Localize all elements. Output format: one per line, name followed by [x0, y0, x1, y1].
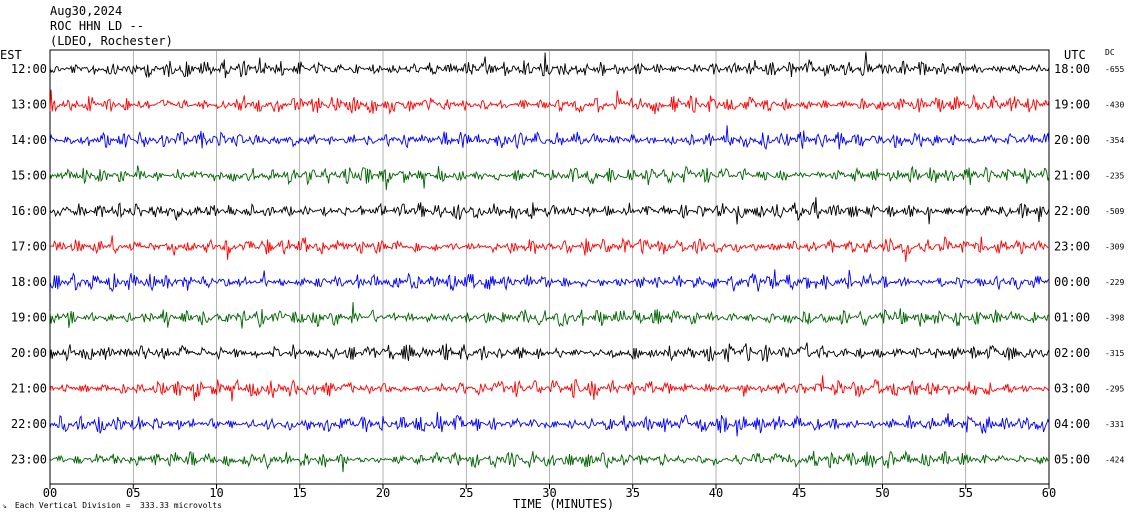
est-time-label: 16:00: [11, 204, 47, 218]
dc-offset-label: -354: [1105, 136, 1124, 145]
dc-offset-label: -315: [1105, 349, 1124, 358]
utc-time-label: 19:00: [1054, 98, 1090, 112]
seismogram-trace: [49, 197, 1050, 225]
est-time-label: 15:00: [11, 169, 47, 183]
date-label: Aug30,2024: [50, 4, 123, 18]
dc-offset-label: -309: [1105, 243, 1124, 252]
est-time-label: 19:00: [11, 311, 47, 325]
x-tick-label: 50: [875, 486, 889, 500]
x-tick-label: 30: [542, 486, 556, 500]
est-time-label: 12:00: [11, 62, 47, 76]
est-time-label: 22:00: [11, 417, 47, 431]
utc-time-label: 03:00: [1054, 382, 1090, 396]
left-timezone-label: EST: [0, 48, 22, 62]
dc-offset-label: -331: [1105, 420, 1124, 429]
x-tick-label: 35: [626, 486, 640, 500]
x-tick-label: 15: [293, 486, 307, 500]
x-tick-label: 55: [959, 486, 973, 500]
utc-time-label: 20:00: [1054, 133, 1090, 147]
seismogram-trace: [49, 89, 1050, 115]
location-label: (LDEO, Rochester): [50, 34, 173, 48]
utc-time-label: 01:00: [1054, 311, 1090, 325]
utc-time-label: 21:00: [1054, 169, 1090, 183]
seismogram-trace: [49, 165, 1050, 191]
x-tick-label: 45: [792, 486, 806, 500]
utc-time-label: 18:00: [1054, 62, 1090, 76]
est-time-label: 17:00: [11, 240, 47, 254]
x-tick-label: 05: [126, 486, 140, 500]
utc-time-label: 02:00: [1054, 346, 1090, 360]
seismogram-trace: [49, 235, 1050, 262]
utc-time-label: 22:00: [1054, 204, 1090, 218]
est-time-label: 14:00: [11, 133, 47, 147]
seismogram-trace: [49, 269, 1050, 293]
x-tick-label: 40: [709, 486, 723, 500]
x-tick-label: 60: [1042, 486, 1056, 500]
dc-offset-label: -295: [1105, 385, 1124, 394]
dc-header-label: DC: [1105, 48, 1115, 57]
dc-offset-label: -509: [1105, 207, 1124, 216]
dc-offset-label: -424: [1105, 456, 1124, 465]
seismogram-trace: [49, 450, 1050, 473]
right-timezone-label: UTC: [1064, 48, 1086, 62]
est-time-label: 23:00: [11, 453, 47, 467]
est-time-label: 13:00: [11, 98, 47, 112]
x-tick-label: 10: [209, 486, 223, 500]
x-axis-title: TIME (MINUTES): [513, 497, 615, 511]
seismogram-trace: [49, 342, 1050, 363]
x-tick-label: 00: [43, 486, 57, 500]
scale-note-text: Each Vertical Division = 333.33 microvol…: [14, 501, 222, 510]
est-time-label: 18:00: [11, 275, 47, 289]
est-time-label: 20:00: [11, 346, 47, 360]
dc-offset-label: -235: [1105, 172, 1124, 181]
seismogram-trace: [49, 375, 1050, 402]
dc-offset-label: -398: [1105, 314, 1124, 323]
utc-time-label: 05:00: [1054, 453, 1090, 467]
x-tick-label: 20: [376, 486, 390, 500]
seismogram-trace: [49, 412, 1050, 437]
seismogram-trace: [49, 125, 1050, 151]
dc-offset-label: -655: [1105, 65, 1124, 74]
seismogram-trace: [49, 51, 1050, 79]
scale-arrow-icon: ⇘: [2, 501, 7, 510]
x-tick-label: 25: [459, 486, 473, 500]
scale-note: ⇘ Each Vertical Division = 333.33 microvo…: [2, 501, 222, 510]
dc-offset-label: -229: [1105, 278, 1124, 287]
dc-offset-label: -430: [1105, 101, 1124, 110]
utc-time-label: 04:00: [1054, 417, 1090, 431]
station-label: ROC HHN LD --: [50, 19, 144, 33]
utc-time-label: 00:00: [1054, 275, 1090, 289]
utc-time-label: 23:00: [1054, 240, 1090, 254]
est-time-label: 21:00: [11, 382, 47, 396]
seismogram-trace: [49, 302, 1050, 329]
